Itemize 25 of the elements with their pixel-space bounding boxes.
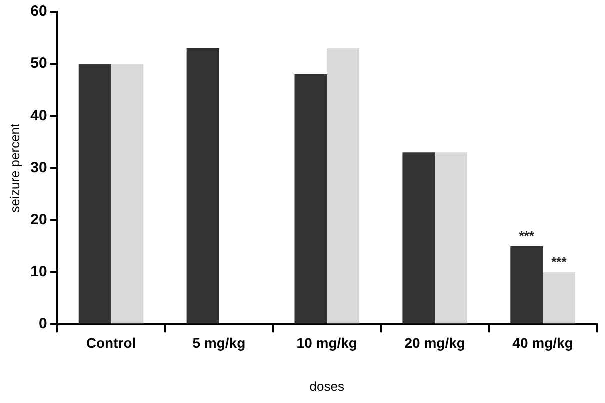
y-tick-label: 30: [30, 159, 48, 176]
bar: [78, 64, 112, 324]
y-tick-label: 0: [38, 316, 48, 333]
bar: [510, 246, 544, 324]
bar: [186, 48, 220, 324]
x-tick-label: 20 mg/kg: [404, 334, 466, 351]
y-axis-title: seizure percent: [7, 123, 22, 213]
bar: [294, 74, 328, 324]
y-tick-label: 10: [30, 264, 48, 281]
x-tick-label: Control: [86, 334, 136, 351]
annotation: ***: [519, 228, 536, 244]
x-tick-label: 10 mg/kg: [296, 334, 358, 351]
bar: [435, 152, 468, 324]
y-tick-label: 60: [30, 3, 48, 20]
x-tick-label: 40 mg/kg: [512, 334, 574, 351]
y-tick-label: 40: [30, 107, 48, 124]
x-tick-label: 5 mg/kg: [192, 334, 246, 351]
bar: [543, 272, 576, 324]
x-axis-title: doses: [310, 378, 345, 394]
y-tick-label: 20: [30, 212, 48, 229]
bar: [402, 152, 436, 324]
annotation: ***: [552, 254, 568, 270]
bar: [327, 48, 360, 324]
y-tick-label: 50: [30, 55, 48, 72]
bar: [111, 64, 144, 324]
